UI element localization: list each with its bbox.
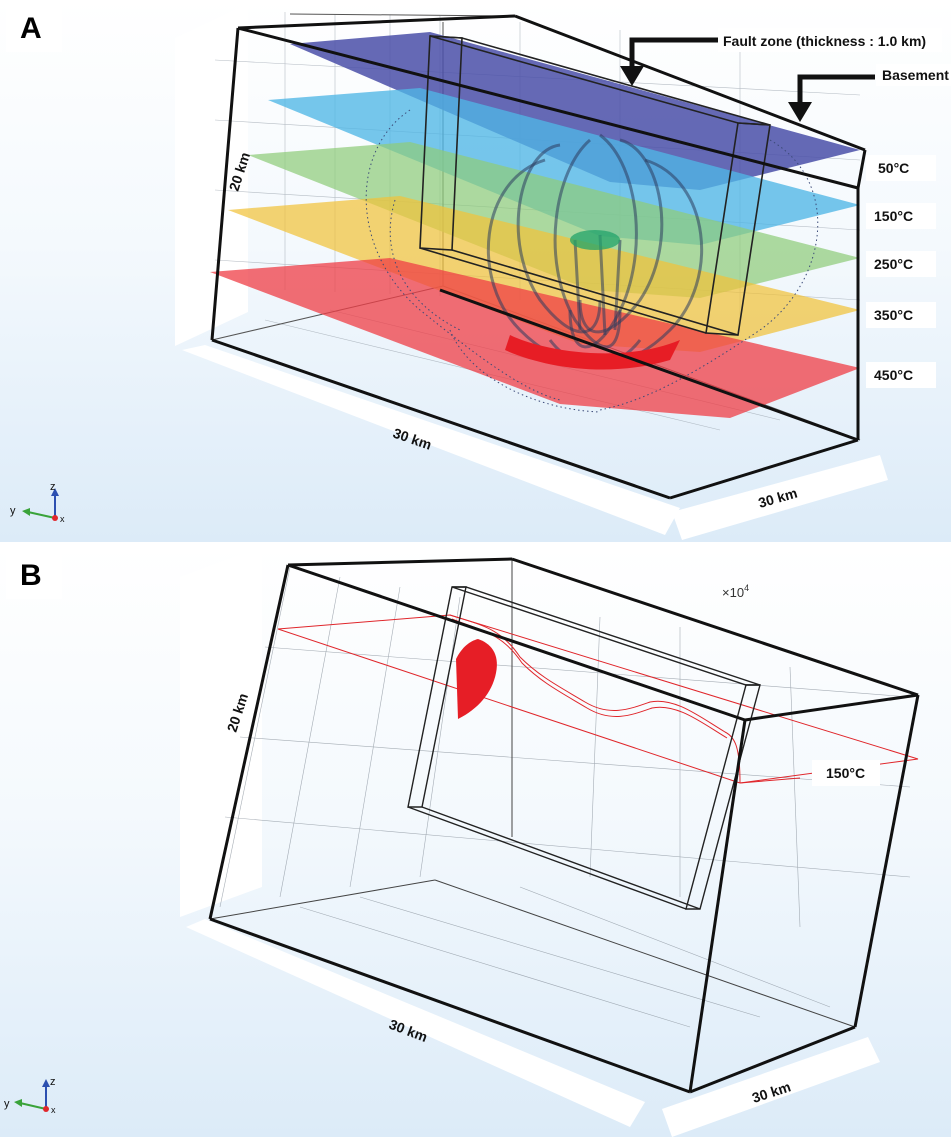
height-strip [175, 4, 248, 346]
scale-multiplier: ×104 [722, 583, 749, 600]
axis-z-label: z [50, 1076, 56, 1088]
width-strip [662, 1037, 880, 1137]
isotherm-label-150: 150°C [826, 765, 865, 781]
basement-arrow [788, 74, 875, 122]
basement-label-box [876, 64, 951, 86]
panel-a-diagram: Fault zone (thickness : 1.0 km) Basement… [10, 4, 951, 540]
axis-x-label: x [60, 514, 65, 524]
grid-lines [219, 566, 911, 1028]
isotherm-label-box-150 [812, 760, 880, 786]
box-front-edges [208, 557, 920, 1094]
scale-multiplier-exponent: 4 [744, 583, 749, 593]
isotherm-label-150: 150°C [874, 208, 913, 224]
width-strip [672, 455, 888, 540]
panel-b: ×104 150°C 20 km 30 km 30 km z y x B [0, 547, 951, 1137]
panel-b-letter: B [6, 553, 62, 599]
isotherm-label-box-250 [866, 251, 936, 277]
panel-a-letter: A [6, 6, 62, 52]
isotherm-label-450: 450°C [874, 367, 913, 383]
length-strip [182, 345, 680, 535]
isotherm-label-350: 350°C [874, 307, 913, 323]
isotherm-label-box-150 [866, 203, 936, 229]
axis-y-label: y [4, 1098, 10, 1110]
upflow-core [570, 230, 620, 250]
fault-zone-label-box [718, 28, 942, 52]
isotherm-label-box-350 [866, 302, 936, 328]
axis-y-label: y [10, 505, 16, 517]
fault-zone-label: Fault zone (thickness : 1.0 km) [723, 33, 926, 49]
isotherm-label-box-50 [866, 155, 936, 181]
isotherm-plane-350 [228, 196, 860, 352]
isotherm-plane-150 [268, 88, 860, 245]
hot-zone [456, 639, 497, 719]
particle-paths [365, 109, 819, 413]
basement-label: Basement [882, 67, 949, 83]
scale-multiplier-base: ×10 [722, 585, 744, 600]
panel-b-diagram: ×104 150°C 20 km 30 km 30 km z y x [4, 547, 920, 1137]
length-strip [186, 919, 645, 1127]
axis-x-label: x [51, 1105, 56, 1115]
isotherm-plane-250 [248, 142, 860, 298]
isotherm-label-50: 50°C [878, 160, 909, 176]
panel-a: Fault zone (thickness : 1.0 km) Basement… [0, 0, 951, 542]
isotherm-150-surface [277, 614, 919, 784]
axis-z-label: z [50, 481, 56, 493]
fault-zone-arrow [620, 37, 720, 86]
fault-zone-slab [407, 586, 761, 910]
isotherm-label-box-450 [866, 362, 936, 388]
axis-triad: z y x [10, 481, 65, 524]
isotherm-plane-450 [210, 258, 860, 418]
axis-triad: z y x [4, 1076, 56, 1115]
isotherm-label-250: 250°C [874, 256, 913, 272]
height-strip [180, 547, 262, 917]
box-front-edges [210, 14, 867, 500]
fault-zone-slab [419, 35, 771, 336]
